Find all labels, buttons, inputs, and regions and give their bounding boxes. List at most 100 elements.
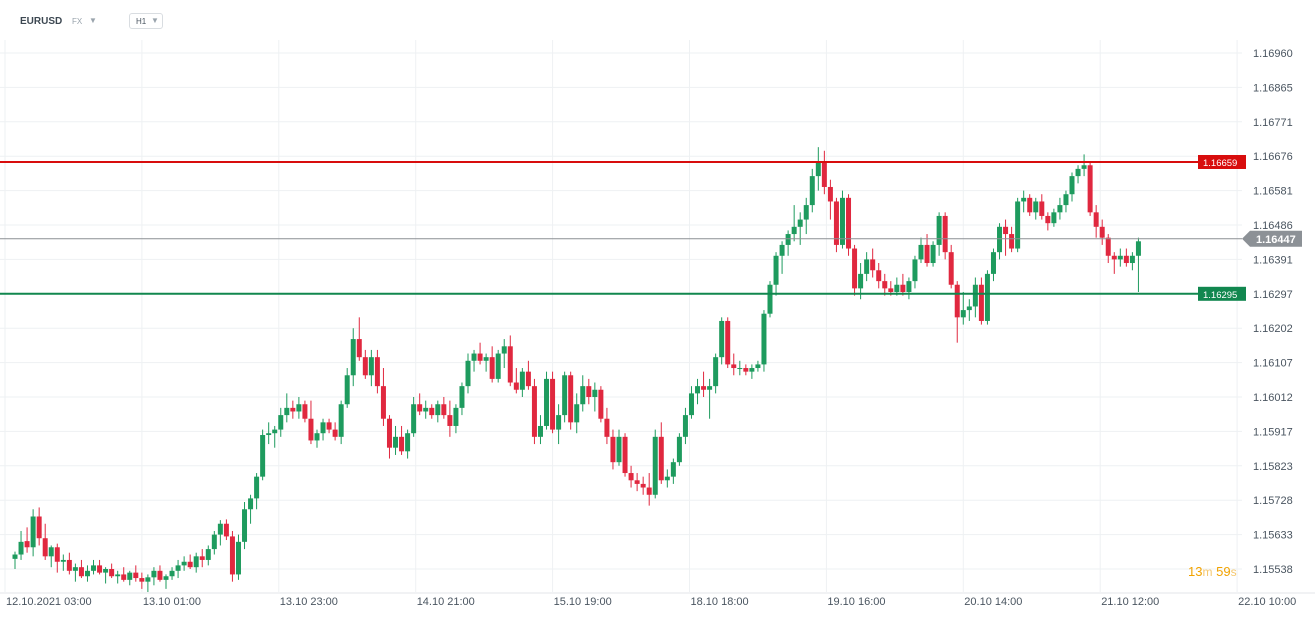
candle-body — [858, 273, 864, 289]
candle-body — [531, 386, 537, 437]
x-tick-label: 21.10 12:00 — [1101, 596, 1159, 608]
candle — [393, 425, 399, 455]
candle-body — [827, 186, 833, 202]
y-tick-label: 1.16771 — [1253, 117, 1293, 129]
candle — [54, 543, 60, 573]
candle-body — [48, 547, 54, 557]
current-price-tag: 1.16447 — [1242, 230, 1302, 247]
candle-body — [60, 559, 66, 562]
candle-body — [18, 541, 24, 555]
support-price-tag[interactable]: 1.16295 — [1198, 286, 1246, 301]
candle-body — [1009, 234, 1015, 249]
candle-body — [356, 339, 362, 358]
candle-body — [235, 541, 241, 575]
candle — [942, 212, 948, 260]
candle — [495, 349, 501, 383]
candle-body — [682, 415, 688, 437]
market-type-label: FX — [72, 17, 83, 26]
candle — [658, 422, 664, 484]
candle-body — [302, 404, 308, 419]
candle — [882, 273, 888, 296]
candle-body — [374, 357, 380, 387]
candle-body — [664, 476, 670, 481]
candle-body — [229, 536, 235, 575]
candle — [749, 364, 755, 379]
candle-body — [272, 429, 278, 434]
candle — [465, 353, 471, 394]
candle-body — [1129, 255, 1135, 264]
candle-body — [574, 404, 580, 423]
candle — [115, 570, 121, 584]
candle-body — [103, 569, 109, 573]
candle-body — [803, 205, 809, 220]
candle-body — [368, 357, 374, 376]
candle — [477, 342, 483, 365]
candle — [36, 507, 42, 546]
candle-body — [978, 284, 984, 321]
x-tick-label: 14.10 21:00 — [417, 596, 475, 608]
candle-body — [290, 407, 296, 412]
candle — [894, 277, 900, 296]
y-tick-label: 1.16297 — [1253, 289, 1293, 301]
x-tick-label: 15.10 19:00 — [554, 596, 612, 608]
candle-body — [501, 346, 507, 354]
candle-body — [465, 360, 471, 387]
candle-body — [205, 549, 211, 560]
candle — [948, 244, 954, 289]
candle — [84, 565, 90, 582]
candle-body — [906, 281, 912, 292]
timeframe-selector[interactable]: H1 ▼ — [129, 13, 163, 29]
candle-body — [24, 541, 30, 548]
candle — [731, 353, 737, 376]
candle — [441, 397, 447, 419]
candle-body — [997, 226, 1003, 253]
candle-body — [785, 234, 791, 245]
x-tick-label: 13.10 01:00 — [143, 596, 201, 608]
symbol-label[interactable]: EURUSD — [20, 16, 63, 27]
candle — [205, 545, 211, 566]
candle — [676, 433, 682, 466]
candle — [670, 458, 676, 484]
candle-body — [888, 288, 894, 292]
candle-body — [604, 418, 610, 437]
candle-body — [296, 404, 302, 412]
candle-body — [1105, 237, 1111, 256]
candle-body — [332, 429, 338, 437]
candle — [1039, 194, 1045, 220]
y-axis: 1.16960 1.16865 1.16771 1.16676 1.16581 1.164… — [1253, 48, 1293, 576]
candle-body — [30, 516, 36, 548]
candle — [628, 465, 634, 488]
candle — [743, 364, 749, 376]
symbol-dropdown-icon[interactable]: ▼ — [89, 16, 97, 25]
candle-body — [936, 215, 942, 245]
candle — [296, 397, 302, 419]
y-tick-label: 1.15538 — [1253, 564, 1293, 576]
candle-body — [121, 574, 127, 580]
chevron-down-icon: ▼ — [151, 16, 159, 25]
candle — [103, 567, 109, 584]
candle — [169, 567, 175, 580]
candle-body — [610, 436, 616, 463]
candle — [815, 147, 821, 191]
candle-body — [78, 567, 84, 577]
candle — [550, 371, 556, 434]
horizontal-lines[interactable]: 1.16659 1.16295 1.16447 — [0, 154, 1302, 301]
resistance-price-tag[interactable]: 1.16659 — [1198, 154, 1246, 169]
candle-body — [429, 407, 435, 416]
candle-body — [894, 284, 900, 292]
candle-body — [435, 404, 441, 416]
candle — [272, 425, 278, 448]
candle — [1111, 252, 1117, 274]
candle — [864, 252, 870, 282]
candle — [127, 570, 133, 586]
candle-body — [187, 561, 193, 568]
candle — [990, 248, 996, 282]
candle — [350, 328, 356, 387]
candle-body — [815, 161, 821, 177]
candle-body — [1033, 201, 1039, 213]
candle-body — [489, 357, 495, 379]
candle-body — [519, 371, 525, 390]
candle-body — [852, 248, 858, 289]
candle — [513, 368, 519, 394]
